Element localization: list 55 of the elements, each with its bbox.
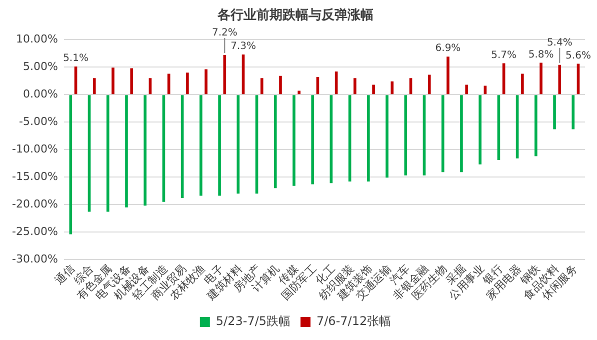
bar [534,95,538,156]
bar [274,95,277,188]
bar [311,95,314,184]
bar [521,74,524,94]
bar [460,95,463,172]
data-label: 7.2% [212,28,238,39]
data-label: 5.8% [528,49,554,60]
y-tick-label: -5.00% [18,114,58,128]
bar [441,95,444,172]
data-label: 5.1% [63,53,88,64]
bar [298,90,301,94]
data-label: 7.3% [230,41,256,52]
bar [112,68,114,94]
y-tick-label: -25.00% [12,224,58,238]
bar [478,95,482,164]
y-tick-label: -20.00% [12,197,58,210]
y-tick-label: 10.00% [16,32,58,46]
chart-title: 各行业前期跌幅与反弹涨幅 [216,7,374,24]
bar [367,95,370,182]
bar [558,64,562,94]
bar [292,95,296,186]
bar [354,78,356,94]
y-tick-label: -10.00% [12,142,58,156]
bar [236,95,240,194]
data-label: 6.9% [435,43,461,54]
bar [200,95,202,196]
y-tick-label: 5.00% [22,60,58,73]
y-tick-label: -30.00% [12,252,58,266]
y-tick-label: -15.00% [12,170,58,183]
bar [144,95,147,206]
bar [279,76,282,94]
bar [386,95,388,178]
bar [186,72,189,94]
bar [204,69,208,94]
bar [125,95,128,208]
bar [572,95,575,130]
bar [404,95,408,176]
bar [130,68,134,94]
bar [372,84,375,94]
bar [446,56,450,94]
bar [540,62,542,94]
legend-label: 5/23-7/5跌幅 [216,314,291,328]
bar [553,95,556,130]
data-label: 5.7% [491,50,517,61]
bar [428,74,431,94]
bar [92,78,96,94]
bar [390,81,394,94]
bar [106,95,110,212]
data-label: 5.6% [566,50,591,62]
bar [218,95,221,196]
y-tick-label: 0.00% [22,87,58,100]
bar [260,78,264,94]
data-label: 5.4% [546,37,572,48]
bar [465,84,468,94]
legend-label: 7/6-7/12张幅 [316,314,392,328]
